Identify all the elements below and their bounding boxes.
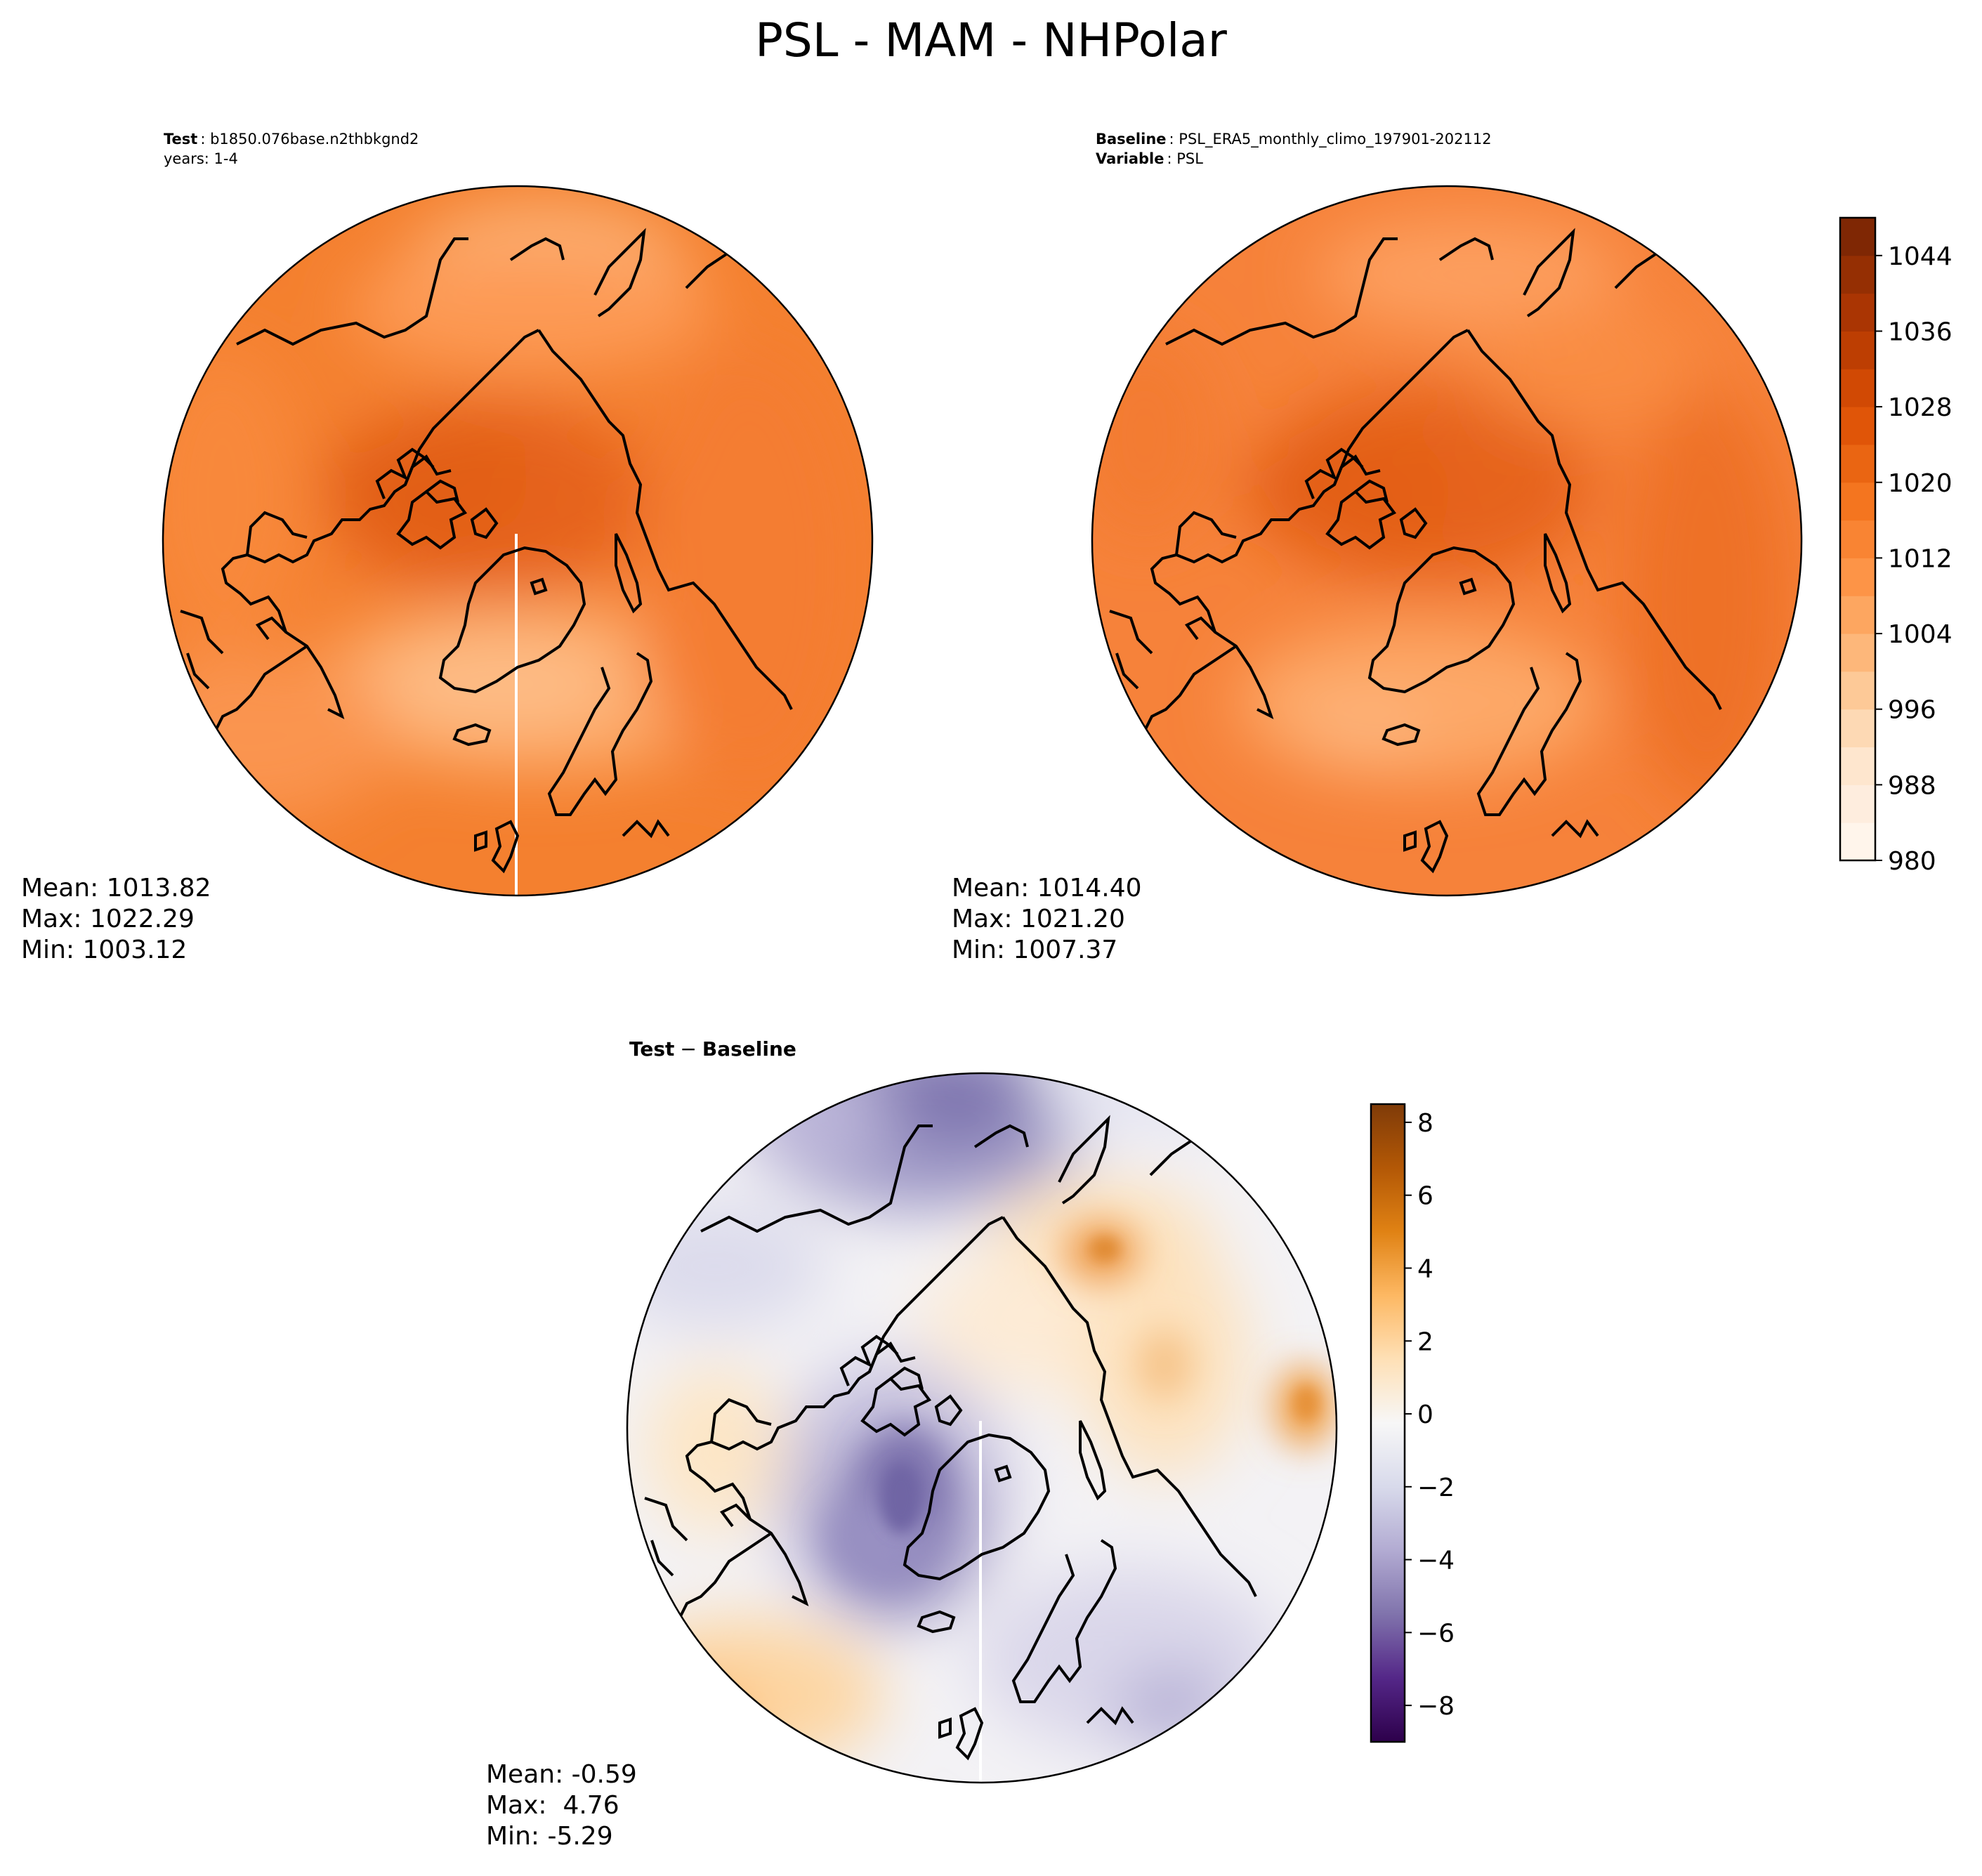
test-max: Max: 1022.29 (21, 905, 195, 933)
variable-label-key: Variable (1096, 150, 1164, 167)
diff-title-left: Test (629, 1037, 674, 1061)
diff-max: Max: 4.76 (486, 1791, 619, 1820)
psl-colorbar-swatch (1840, 520, 1875, 558)
diff-colorbar-tick-label: −2 (1417, 1474, 1455, 1502)
psl-colorbar-swatch (1840, 444, 1875, 483)
diff-title-right: Baseline (702, 1037, 796, 1061)
variable-label-value: PSL (1176, 150, 1203, 167)
diff-colorbar-fill (1371, 1104, 1405, 1742)
test-min: Min: 1003.12 (21, 936, 187, 964)
figure-title: PSL - MAM - NHPolar (755, 13, 1228, 67)
baseline-label-value: PSL_ERA5_monthly_climo_197901-202112 (1179, 131, 1491, 148)
diff-colorbar-ticks: 8 6 4 2 0 −2 −4 −6 −8 (1405, 1109, 1455, 1721)
variable-label: Variable: PSL (1096, 150, 1203, 167)
psl-colorbar-swatch (1840, 747, 1875, 785)
test-label: Test: b1850.076base.n2thbkgnd2 (164, 131, 419, 147)
psl-colorbar-swatch (1840, 407, 1875, 445)
diff-mean: Mean: -0.59 (486, 1760, 637, 1789)
diff-colorbar-tick-label: −6 (1417, 1619, 1455, 1648)
psl-colorbar-swatch (1840, 822, 1875, 861)
psl-colorbar-swatch (1840, 785, 1875, 823)
psl-colorbar-swatch (1840, 255, 1875, 294)
psl-colorbar-tick-label: 1028 (1888, 393, 1953, 422)
psl-colorbar-swatch (1840, 634, 1875, 672)
psl-colorbar-tick-label: 980 (1888, 847, 1936, 876)
psl-colorbar-swatch (1840, 369, 1875, 407)
test-label-value: b1850.076base.n2thbkgnd2 (210, 131, 419, 147)
test-label-key: Test (164, 131, 197, 147)
test-map (162, 185, 874, 899)
test-panel: Test: b1850.076base.n2thbkgnd2 years: 1-… (21, 131, 874, 964)
psl-colorbar-frame (1839, 216, 1877, 862)
psl-colorbar-swatch (1840, 331, 1875, 369)
psl-colorbar-swatch (1840, 558, 1875, 596)
psl-colorbar-swatch (1840, 596, 1875, 634)
diff-min: Min: -5.29 (486, 1822, 613, 1851)
test-mean: Mean: 1013.82 (21, 874, 211, 903)
diff-panel: Test − Baseline (486, 1037, 1338, 1851)
psl-colorbar-swatch (1840, 293, 1875, 332)
baseline-label: Baseline: PSL_ERA5_monthly_climo_197901-… (1096, 131, 1492, 148)
baseline-panel: Baseline: PSL_ERA5_monthly_climo_197901-… (952, 131, 1803, 964)
diff-colorbar-tick-label: −8 (1417, 1692, 1455, 1721)
diff-map (626, 1072, 1338, 1786)
psl-colorbar-tick-label: 988 (1888, 771, 1936, 800)
diff-colorbar-tick-label: 4 (1417, 1254, 1433, 1283)
psl-colorbar-swatch (1840, 218, 1875, 256)
baseline-mean: Mean: 1014.40 (952, 874, 1142, 903)
diff-colorbar-tick-label: −4 (1417, 1547, 1455, 1575)
baseline-label-key: Baseline (1096, 131, 1167, 147)
psl-colorbar-swatch (1840, 709, 1875, 748)
psl-colorbar-ticks: 1044 1036 1028 1020 1012 1004 996 988 980 (1875, 242, 1953, 876)
diff-title-op: − (680, 1037, 696, 1061)
test-years-label: years: 1-4 (164, 150, 238, 167)
baseline-map (1091, 185, 1803, 897)
diff-colorbar-frame (1370, 1103, 1406, 1743)
baseline-min: Min: 1007.37 (952, 936, 1117, 964)
diff-colorbar-tick-label: 6 (1417, 1182, 1433, 1211)
psl-colorbar-tick-label: 1012 (1888, 544, 1953, 573)
psl-colorbar-tick-label: 1020 (1888, 469, 1953, 498)
psl-colorbar-tick-label: 1044 (1888, 242, 1953, 271)
diff-colorbar-tick-label: 2 (1417, 1327, 1433, 1356)
psl-colorbar: 1044 1036 1028 1020 1012 1004 996 988 980 (1839, 216, 1953, 876)
psl-colorbar-swatches (1840, 218, 1875, 861)
diff-colorbar: 8 6 4 2 0 −2 −4 −6 −8 (1370, 1103, 1455, 1743)
psl-colorbar-tick-label: 1036 (1888, 317, 1953, 346)
psl-colorbar-tick-label: 996 (1888, 696, 1936, 725)
psl-colorbar-swatch (1840, 482, 1875, 521)
psl-colorbar-tick-label: 1004 (1888, 620, 1953, 649)
diff-title: Test − Baseline (629, 1037, 796, 1061)
baseline-max: Max: 1021.20 (952, 905, 1125, 933)
psl-colorbar-swatch (1840, 671, 1875, 710)
diff-colorbar-tick-label: 0 (1417, 1401, 1433, 1429)
diff-colorbar-tick-label: 8 (1417, 1109, 1433, 1138)
